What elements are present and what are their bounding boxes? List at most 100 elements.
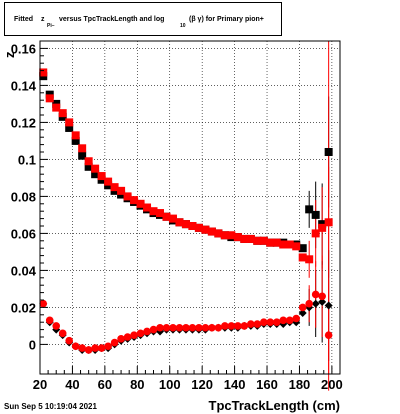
data-point: [143, 203, 152, 212]
data-point: [78, 344, 86, 352]
data-point: [240, 234, 249, 243]
title-tail: (β γ) for Primary pion+: [189, 16, 264, 23]
y-tick-label: 0.16: [11, 41, 36, 56]
data-point: [58, 109, 67, 118]
title-z-subscript: Pi−: [47, 23, 55, 29]
data-point: [305, 205, 314, 214]
data-point: [253, 236, 262, 245]
data-point: [84, 346, 93, 354]
data-point: [272, 238, 281, 247]
data-point: [194, 223, 203, 232]
data-point: [45, 316, 54, 325]
data-point: [181, 220, 190, 229]
data-point: [240, 322, 249, 330]
x-tick-label: 120: [191, 377, 213, 392]
y-tick-label: 0.08: [11, 189, 36, 204]
y-axis-label: z: [2, 51, 17, 58]
data-point: [39, 299, 48, 308]
axis-ticks: [39, 47, 333, 374]
data-point: [201, 225, 210, 234]
data-point: [78, 144, 87, 153]
data-point: [259, 318, 268, 327]
data-point: [110, 183, 119, 192]
data-point: [311, 210, 320, 219]
grid-lines: [39, 41, 340, 374]
data-point: [52, 322, 61, 330]
y-tick-label: 0.14: [11, 78, 37, 93]
data-point: [292, 242, 301, 251]
data-point: [156, 323, 164, 332]
data-point: [311, 229, 320, 238]
data-point: [227, 231, 236, 240]
data-point: [175, 323, 184, 332]
data-point: [97, 344, 106, 352]
data-point: [104, 342, 112, 351]
data-point: [207, 227, 216, 236]
data-point: [65, 118, 74, 127]
data-point: [162, 323, 171, 332]
data-point: [324, 148, 333, 156]
data-point: [84, 162, 93, 171]
data-point: [221, 322, 229, 330]
timestamp: Sun Sep 5 10:19:04 2021: [4, 402, 97, 411]
data-point: [78, 151, 87, 160]
data-point: [168, 214, 177, 223]
data-point: [246, 234, 255, 243]
data-point: [162, 212, 171, 221]
data-point: [318, 223, 327, 232]
data-point: [233, 233, 242, 242]
data-point: [182, 323, 190, 332]
data-point: [201, 323, 210, 332]
data-point: [272, 318, 281, 327]
data-point: [285, 316, 294, 325]
data-point: [123, 333, 132, 341]
data-point: [71, 342, 80, 351]
data-point: [208, 323, 216, 332]
data-point: [175, 218, 184, 227]
x-tick-label: 180: [289, 377, 311, 392]
title-log-subscript: 10: [180, 23, 186, 29]
data-point: [130, 331, 138, 339]
data-point: [279, 240, 288, 249]
x-tick-label: 100: [159, 377, 181, 392]
x-tick-label: 160: [256, 377, 278, 392]
data-point: [117, 335, 125, 343]
data-point: [58, 329, 67, 338]
data-point: [324, 301, 333, 310]
x-tick-label: 20: [33, 377, 47, 392]
data-point: [318, 292, 326, 301]
data-point: [279, 316, 288, 325]
data-point: [214, 323, 223, 332]
plot-frame: [39, 40, 341, 375]
data-point: [156, 209, 164, 218]
y-tick-label: 0.12: [11, 115, 36, 130]
data-marks: [39, 68, 333, 354]
data-point: [71, 136, 80, 145]
y-tick-label: 0.1: [18, 152, 36, 167]
data-point: [91, 170, 100, 179]
data-point: [259, 236, 268, 245]
data-point: [110, 338, 119, 347]
data-point: [104, 177, 113, 186]
data-point: [311, 299, 320, 308]
y-tick-label: 0.04: [11, 263, 37, 278]
data-point: [318, 297, 327, 306]
x-tick-label: 40: [65, 377, 79, 392]
data-point: [305, 299, 313, 308]
data-point: [247, 320, 255, 328]
x-axis-label: TpcTrackLength (cm): [209, 398, 340, 413]
data-point: [298, 303, 307, 312]
x-tick-label: 200: [321, 377, 343, 392]
x-tick-label: 80: [130, 377, 144, 392]
data-point: [220, 231, 229, 240]
chart-title: Fitted z Pi− versus TpcTrackLength and l…: [4, 2, 282, 36]
data-point: [143, 327, 151, 336]
data-point: [97, 172, 106, 181]
data-point: [65, 336, 73, 345]
data-point: [136, 199, 145, 208]
data-point: [45, 94, 54, 103]
y-tick-label: 0.02: [11, 300, 36, 315]
data-point: [123, 192, 132, 201]
title-versus: versus TpcTrackLength and log: [59, 16, 165, 23]
